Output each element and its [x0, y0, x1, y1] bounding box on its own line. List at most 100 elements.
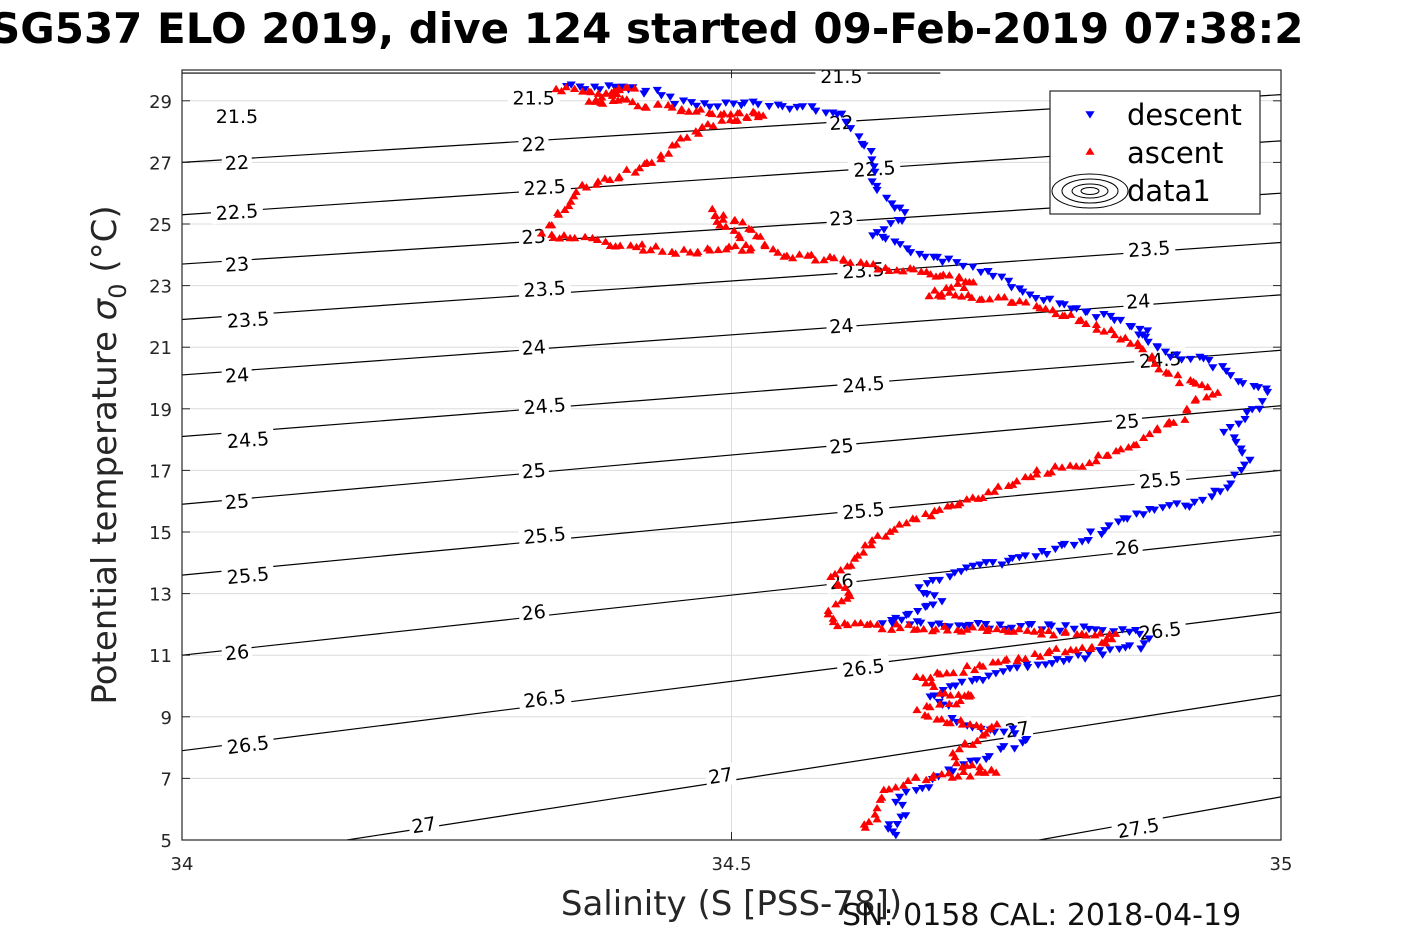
- y-tick-label: 13: [149, 585, 172, 606]
- ascent-point: [918, 673, 928, 681]
- descent-point: [1207, 493, 1217, 501]
- ascent-point: [1076, 315, 1086, 324]
- descent-point: [1119, 515, 1129, 523]
- ascent-point: [788, 253, 798, 262]
- ascent-point: [950, 291, 960, 299]
- ascent-point: [1066, 645, 1076, 653]
- contour-label-bg: [221, 150, 253, 175]
- data-markers: [537, 81, 1273, 840]
- descent-point: [913, 608, 923, 616]
- contour-label: 23.5: [523, 277, 567, 302]
- descent-point: [777, 103, 788, 111]
- ascent-point: [894, 520, 904, 528]
- ascent-point: [962, 495, 972, 503]
- descent-point: [1172, 500, 1182, 508]
- descent-point: [1257, 398, 1267, 406]
- ascent-point: [1213, 388, 1223, 396]
- ascent-point: [810, 256, 821, 264]
- descent-point: [1238, 380, 1248, 388]
- ascent-point: [1147, 354, 1157, 362]
- descent-point: [1134, 630, 1145, 639]
- contour-label: 25.5: [841, 498, 885, 524]
- ascent-point: [925, 673, 936, 681]
- descent-point: [846, 125, 856, 133]
- ascent-point: [944, 271, 954, 279]
- ascent-point: [938, 270, 948, 278]
- ascent-point: [884, 266, 894, 275]
- descent-point: [897, 616, 907, 625]
- contour-line: [182, 469, 1281, 576]
- contour-line: [182, 405, 1281, 505]
- descent-point: [821, 109, 831, 117]
- descent-point: [922, 580, 932, 588]
- ascent-point: [978, 731, 988, 739]
- ascent-point: [895, 623, 905, 632]
- density-contours: 21.521.521.522222222.522.522.523232323.5…: [182, 70, 1281, 840]
- ascent-point: [768, 244, 778, 253]
- ascent-point: [867, 536, 877, 544]
- contour-label: 25: [224, 490, 250, 514]
- descent-point: [1099, 310, 1109, 319]
- descent-point: [947, 714, 957, 723]
- contour-label: 22: [829, 112, 854, 135]
- contour-label: 25.5: [523, 523, 567, 549]
- contour-label: 21.5: [216, 106, 258, 128]
- ascent-point: [856, 618, 866, 627]
- descent-point: [1077, 538, 1087, 546]
- ascent-point: [932, 668, 942, 676]
- descent-point: [1008, 725, 1018, 733]
- descent-point: [1057, 542, 1067, 550]
- ascent-point: [947, 773, 957, 781]
- y-tick-label: 15: [149, 523, 172, 544]
- descent-point: [961, 564, 972, 572]
- ascent-point: [1066, 310, 1076, 318]
- y-tick-label: 25: [149, 215, 172, 236]
- ascent-point: [950, 752, 960, 761]
- descent-point: [753, 101, 763, 109]
- descent-point: [641, 87, 651, 96]
- ascent-point: [707, 109, 717, 118]
- descent-point: [867, 178, 877, 186]
- ascent-point: [1041, 304, 1051, 312]
- ascent-point: [637, 240, 647, 248]
- ascent-point: [1050, 462, 1060, 470]
- ascent-point: [892, 620, 902, 628]
- descent-point: [1059, 658, 1069, 666]
- contour-label-bg: [221, 362, 253, 387]
- descent-point: [897, 801, 907, 810]
- descent-point: [748, 98, 758, 107]
- ascent-point: [832, 621, 843, 630]
- ascent-point: [600, 174, 610, 182]
- ascent-point: [1060, 627, 1071, 635]
- descent-point: [988, 272, 998, 281]
- descent-point: [1039, 297, 1049, 305]
- ascent-point: [944, 288, 954, 296]
- ascent-point: [760, 241, 770, 250]
- contour-label: 27: [707, 764, 734, 789]
- ascent-point: [942, 669, 952, 677]
- ascent-point: [953, 690, 964, 698]
- ascent-point: [929, 682, 939, 691]
- descent-point: [1041, 661, 1051, 669]
- descent-point: [988, 559, 998, 567]
- contour-label: 23.5: [226, 308, 270, 333]
- legend-contour-marker: [1061, 178, 1119, 204]
- descent-point: [978, 677, 988, 685]
- ascent-point: [1057, 463, 1067, 471]
- ascent-point: [615, 241, 625, 249]
- ascent-point: [955, 274, 965, 282]
- ascent-point: [842, 562, 852, 570]
- descent-point: [1045, 295, 1055, 304]
- legend-descent-marker: [1085, 111, 1095, 119]
- y-tick-label: 11: [149, 646, 172, 667]
- ascent-point: [873, 265, 883, 273]
- descent-point: [1124, 628, 1135, 637]
- contour-label: 23: [521, 226, 547, 250]
- ascent-point: [1203, 382, 1213, 391]
- ascent-point: [641, 103, 651, 111]
- descent-point: [1219, 428, 1229, 437]
- ascent-point: [879, 785, 889, 794]
- ascent-point: [984, 624, 994, 633]
- y-tick-label: 17: [149, 461, 172, 482]
- ascent-point: [912, 705, 922, 714]
